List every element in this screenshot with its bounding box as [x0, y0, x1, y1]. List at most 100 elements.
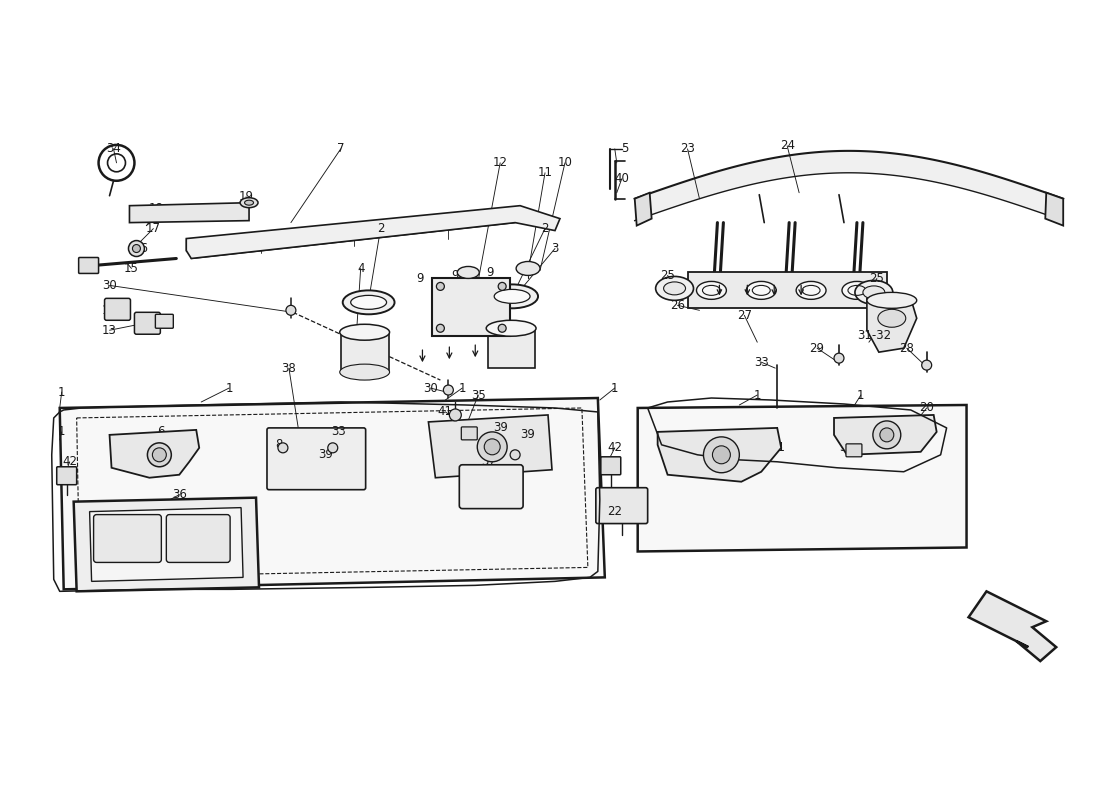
Text: 38: 38 [282, 362, 296, 374]
Text: 1: 1 [459, 382, 466, 394]
Text: 33: 33 [754, 356, 769, 369]
FancyBboxPatch shape [461, 427, 477, 440]
Circle shape [880, 428, 894, 442]
Text: 12: 12 [493, 156, 508, 170]
Ellipse shape [867, 292, 916, 308]
Text: 33: 33 [331, 426, 346, 438]
Ellipse shape [746, 282, 777, 299]
Circle shape [153, 448, 166, 462]
Ellipse shape [340, 324, 389, 340]
Polygon shape [488, 328, 535, 368]
Polygon shape [635, 193, 651, 226]
Text: 16: 16 [134, 242, 148, 255]
Text: 30: 30 [102, 279, 117, 292]
Circle shape [873, 421, 901, 449]
Text: 18: 18 [148, 202, 164, 215]
Circle shape [922, 360, 932, 370]
Text: 35: 35 [839, 442, 855, 454]
Ellipse shape [696, 282, 726, 299]
Polygon shape [867, 298, 916, 352]
Ellipse shape [878, 310, 905, 327]
Text: 4: 4 [356, 262, 364, 275]
Text: 25: 25 [869, 272, 884, 285]
Text: 30: 30 [424, 382, 438, 394]
FancyBboxPatch shape [166, 514, 230, 562]
Text: 22: 22 [607, 505, 623, 518]
Text: 9: 9 [417, 272, 425, 285]
Text: 26: 26 [670, 299, 685, 312]
Text: 24: 24 [780, 139, 794, 152]
FancyBboxPatch shape [57, 466, 77, 485]
Text: 34: 34 [106, 142, 121, 155]
FancyBboxPatch shape [846, 444, 862, 457]
Polygon shape [658, 428, 781, 482]
Text: 8: 8 [275, 438, 283, 451]
Circle shape [450, 409, 461, 421]
FancyBboxPatch shape [460, 465, 524, 509]
Text: 1: 1 [857, 389, 865, 402]
Polygon shape [59, 398, 605, 590]
Text: 1: 1 [610, 382, 618, 394]
Circle shape [174, 553, 185, 562]
Text: 42: 42 [607, 442, 623, 454]
FancyBboxPatch shape [94, 514, 162, 562]
Circle shape [286, 306, 296, 315]
Circle shape [437, 282, 444, 290]
Circle shape [443, 385, 453, 395]
Text: 13: 13 [102, 324, 117, 337]
Text: 2: 2 [377, 222, 384, 235]
Ellipse shape [340, 364, 389, 380]
Text: 15: 15 [124, 262, 139, 275]
Text: 29: 29 [810, 342, 825, 354]
Text: 2: 2 [541, 222, 549, 235]
Text: 31-32: 31-32 [857, 329, 891, 342]
Text: 39: 39 [318, 448, 333, 462]
Polygon shape [688, 273, 887, 308]
Circle shape [498, 324, 506, 332]
Polygon shape [186, 206, 560, 258]
Text: 1: 1 [754, 389, 761, 402]
Ellipse shape [486, 320, 536, 336]
Text: 11: 11 [538, 166, 552, 179]
Circle shape [129, 241, 144, 257]
FancyBboxPatch shape [104, 298, 131, 320]
Text: 17: 17 [146, 222, 161, 235]
FancyBboxPatch shape [267, 428, 365, 490]
Text: 3: 3 [551, 242, 559, 255]
Text: 1: 1 [58, 426, 66, 438]
FancyBboxPatch shape [601, 457, 620, 474]
Circle shape [484, 439, 500, 455]
Circle shape [328, 443, 338, 453]
Polygon shape [74, 498, 258, 591]
Polygon shape [1045, 193, 1064, 226]
Text: 5: 5 [621, 142, 628, 155]
Text: 7: 7 [337, 142, 344, 155]
Circle shape [147, 443, 172, 466]
Text: 36: 36 [172, 488, 187, 501]
Ellipse shape [796, 282, 826, 299]
Polygon shape [341, 332, 388, 372]
Text: 20: 20 [920, 402, 934, 414]
Circle shape [132, 245, 141, 253]
FancyBboxPatch shape [134, 312, 161, 334]
Circle shape [713, 446, 730, 464]
Text: 27: 27 [737, 309, 751, 322]
Text: 9: 9 [486, 266, 494, 279]
Ellipse shape [343, 290, 395, 314]
Polygon shape [968, 591, 1056, 661]
Text: 39: 39 [520, 428, 536, 442]
Text: 21: 21 [770, 442, 784, 454]
Text: 41: 41 [438, 406, 453, 418]
Polygon shape [635, 151, 1064, 221]
Circle shape [510, 450, 520, 460]
Text: 39: 39 [493, 422, 507, 434]
Text: 13: 13 [102, 304, 117, 317]
Text: 23: 23 [680, 142, 695, 155]
Text: 25: 25 [660, 269, 675, 282]
Ellipse shape [862, 286, 884, 299]
FancyBboxPatch shape [78, 258, 99, 274]
Circle shape [477, 432, 507, 462]
Circle shape [498, 282, 506, 290]
Text: 39: 39 [172, 551, 187, 564]
Text: 6: 6 [157, 426, 165, 438]
